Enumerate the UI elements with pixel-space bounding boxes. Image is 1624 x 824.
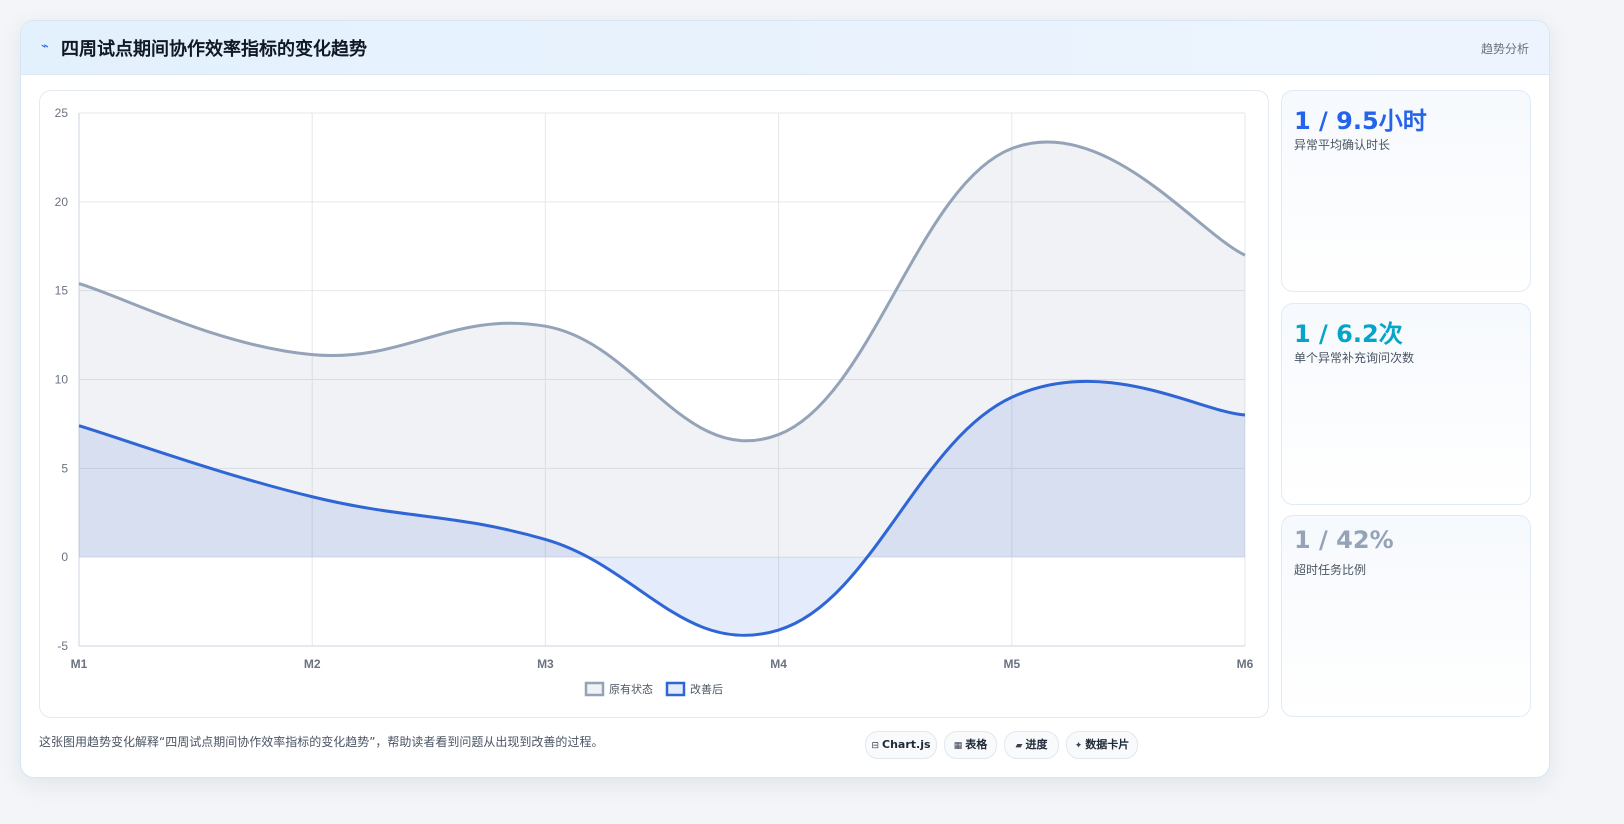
line-area-chart: -5 0 5 10 15 20 25 M1 M2 M3 M4 M5 M6 原有状态 改善后 xyxy=(55,106,1254,697)
y-tick-label: -5 xyxy=(57,639,68,653)
sparkle-icon: ✦ xyxy=(1074,741,1083,751)
stat-value: 1 / 9.5小时 xyxy=(1294,107,1427,135)
pill-label: 数据卡片 xyxy=(1085,738,1130,751)
y-tick-label: 5 xyxy=(61,461,68,475)
stat-label: 异常平均确认时长 xyxy=(1294,138,1391,152)
progress-pill[interactable]: ▰ 进度 xyxy=(1004,731,1059,759)
pill-label: 表格 xyxy=(965,738,988,751)
series-line-1 xyxy=(78,140,1246,443)
table-pill[interactable]: ▦ 表格 xyxy=(944,731,997,759)
x-tick-label: M3 xyxy=(537,657,554,671)
card-title: 四周试点期间协作效率指标的变化趋势 xyxy=(61,39,367,60)
trend-analysis-tag: 趋势分析 xyxy=(1480,42,1529,56)
y-tick-label: 15 xyxy=(55,284,69,298)
x-tick-label: M6 xyxy=(1237,657,1254,671)
pill-label: Chart.js xyxy=(882,738,931,751)
legend-swatch xyxy=(584,681,605,697)
legend-swatch xyxy=(665,681,686,697)
progress-icon: ▰ xyxy=(1015,741,1023,751)
y-tick-label: 20 xyxy=(55,195,69,209)
y-tick-label: 10 xyxy=(55,373,69,387)
trend-card: ⌁ 四周试点期间协作效率指标的变化趋势 趋势分析 -5 0 5 10 15 20 25 M1 M… xyxy=(20,20,1550,778)
card-header: ⌁ 四周试点期间协作效率指标的变化趋势 趋势分析 xyxy=(21,21,1549,75)
series-area-1 xyxy=(79,141,1245,558)
x-tick-label: M4 xyxy=(770,657,787,671)
chart-panel: -5 0 5 10 15 20 25 M1 M2 M3 M4 M5 M6 原有状态 改善后 xyxy=(39,90,1269,718)
x-tick-label: M1 xyxy=(71,657,88,671)
y-tick-label: 0 xyxy=(61,550,68,564)
stat-value: 1 / 6.2次 xyxy=(1294,320,1403,348)
stat-value: 1 / 42% xyxy=(1294,526,1394,554)
stat-card-inquiry-count: 1 / 6.2次 单个异常补充询问次数 xyxy=(1281,303,1531,505)
pill-label: 进度 xyxy=(1025,738,1048,751)
legend-label: 改善后 xyxy=(690,682,723,696)
stat-card-confirm-time: 1 / 9.5小时 异常平均确认时长 xyxy=(1281,90,1531,292)
y-tick-label: 25 xyxy=(55,106,69,120)
stat-card-overdue-ratio: 1 / 42% 超时任务比例 xyxy=(1281,515,1531,717)
chartjs-pill[interactable]: ⊟ Chart.js xyxy=(865,731,937,759)
table-icon: ▦ xyxy=(953,741,963,751)
legend-label: 原有状态 xyxy=(609,682,653,696)
chart-caption: 这张图用趋势变化解释“四周试点期间协作效率指标的变化趋势”，帮助读者看到问题从出… xyxy=(39,735,604,749)
data-card-pill[interactable]: ✦ 数据卡片 xyxy=(1066,731,1138,759)
chart-icon: ⊟ xyxy=(871,741,880,751)
x-tick-label: M2 xyxy=(304,657,321,671)
lightning-icon: ⌁ xyxy=(41,39,49,54)
stat-label: 单个异常补充询问次数 xyxy=(1294,351,1415,365)
stat-label: 超时任务比例 xyxy=(1294,563,1367,577)
x-tick-label: M5 xyxy=(1003,657,1020,671)
series-line-2 xyxy=(78,379,1246,637)
